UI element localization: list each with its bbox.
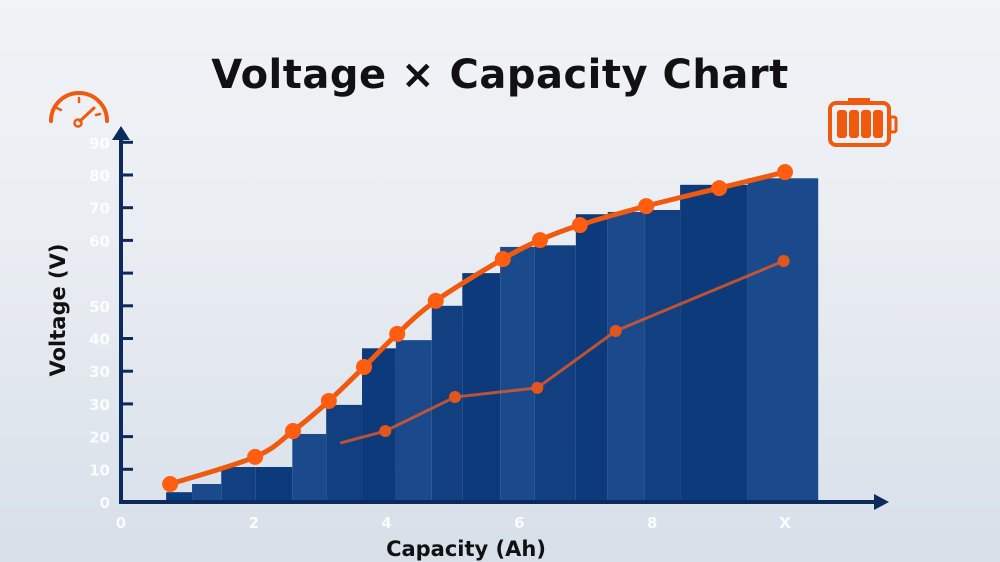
x-tick-label: 8: [647, 514, 657, 532]
bar: [431, 305, 463, 502]
bar: [607, 211, 645, 503]
battery-icon: [828, 98, 898, 147]
data-point: [427, 292, 444, 309]
x-axis-arrow: [874, 494, 889, 510]
y-tick-label: 50: [89, 298, 110, 316]
bar: [462, 273, 501, 502]
y-tick-label: 30: [89, 396, 110, 414]
y-axis-label: Voltage (V): [46, 244, 70, 377]
y-tick-label: 30: [89, 363, 110, 381]
data-point: [356, 358, 373, 375]
y-tick-label: 0: [100, 494, 110, 512]
bar: [326, 404, 363, 502]
y-tick-label: 70: [89, 200, 110, 218]
y-tick-label: 10: [89, 461, 110, 479]
bar: [395, 340, 432, 502]
data-point: [609, 324, 622, 337]
x-tick-label: 6: [514, 514, 524, 532]
data-point: [247, 448, 264, 465]
data-point: [531, 232, 548, 249]
data-point: [531, 381, 544, 394]
x-axis-label: Capacity (Ah): [386, 537, 546, 561]
bar: [192, 484, 222, 502]
y-tick-label: 60: [89, 232, 110, 250]
data-point: [320, 392, 337, 409]
data-point: [448, 391, 461, 404]
x-tick-label: 2: [249, 514, 259, 532]
y-tick-label: 80: [89, 167, 110, 185]
bar: [644, 209, 681, 502]
x-tick-label: 0: [116, 514, 126, 532]
bar: [255, 467, 293, 502]
bar: [166, 492, 193, 502]
data-point: [711, 180, 728, 197]
x-tick-label: 4: [381, 514, 391, 532]
y-tick-label: 40: [89, 331, 110, 349]
y-axis-arrow: [112, 126, 130, 140]
data-point: [162, 476, 179, 493]
bar: [500, 246, 535, 502]
bar: [680, 184, 748, 502]
data-point: [284, 423, 301, 440]
y-tick-label: 90: [89, 134, 110, 152]
secondary-line: [339, 259, 785, 445]
bar: [747, 178, 819, 502]
data-point: [494, 251, 511, 268]
data-point: [638, 198, 655, 215]
data-point: [389, 325, 406, 342]
bar: [221, 467, 256, 502]
bar: [575, 214, 608, 503]
chart-title: Voltage × Capacity Chart: [211, 52, 789, 98]
y-tick-label: 20: [89, 429, 110, 447]
data-point: [777, 255, 790, 268]
bar: [292, 433, 327, 502]
gauge-icon: [49, 91, 109, 128]
data-point: [379, 425, 392, 438]
data-point: [571, 217, 588, 234]
data-point: [777, 164, 793, 181]
x-tick-label: X: [779, 514, 791, 532]
